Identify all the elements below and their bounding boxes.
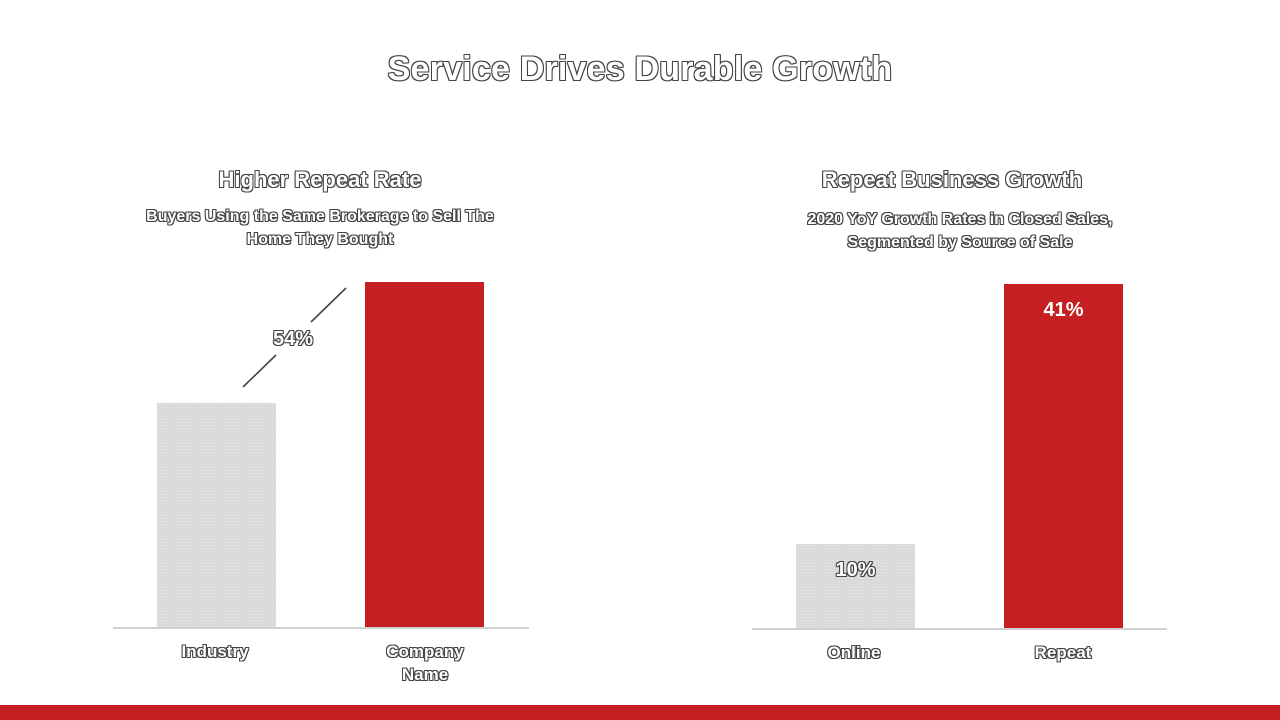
slide-title: Service Drives Durable Growth: [387, 50, 893, 88]
category-label-company-name: Company Name: [350, 640, 500, 686]
data-label-online: 10%: [835, 559, 876, 581]
left-chart-subtitle: Buyers Using the Same Brokerage to Sell …: [100, 205, 540, 251]
left-subtitle-line-1: Buyers Using the Same Brokerage to Sell …: [146, 208, 494, 225]
difference-label: 54%: [272, 328, 314, 350]
footer-accent-band: [0, 705, 1280, 720]
left-subtitle-line-2: Home They Bought: [246, 231, 394, 248]
category-label-repeat-line-1: Repeat: [1034, 643, 1092, 662]
data-label-repeat: 41%: [1043, 299, 1084, 321]
category-label-company-line-2: Name: [401, 665, 449, 684]
category-label-online: Online: [779, 641, 929, 664]
right-subtitle-line-2: Segmented by Source of Sale: [847, 234, 1073, 251]
right-chart-title: Repeat Business Growth: [821, 167, 1083, 192]
bar-company-name: [365, 282, 484, 627]
category-label-repeat: Repeat: [988, 641, 1138, 664]
bar-online: [796, 544, 915, 628]
category-label-company-line-1: Company: [386, 642, 464, 661]
category-label-online-line-1: Online: [827, 643, 881, 662]
right-x-axis-line: [752, 628, 1167, 630]
category-label-industry: Industry: [140, 640, 290, 663]
bar-industry: [157, 403, 276, 627]
left-x-axis-line: [113, 627, 529, 629]
right-chart-subtitle: 2020 YoY Growth Rates in Closed Sales, S…: [740, 208, 1180, 254]
bar-repeat: [1004, 284, 1123, 628]
connector-line-upper: [310, 287, 347, 323]
left-chart-title: Higher Repeat Rate: [218, 167, 422, 192]
category-label-industry-line-1: Industry: [181, 642, 249, 661]
right-subtitle-line-1: 2020 YoY Growth Rates in Closed Sales,: [807, 211, 1113, 228]
connector-line-lower: [242, 354, 277, 388]
